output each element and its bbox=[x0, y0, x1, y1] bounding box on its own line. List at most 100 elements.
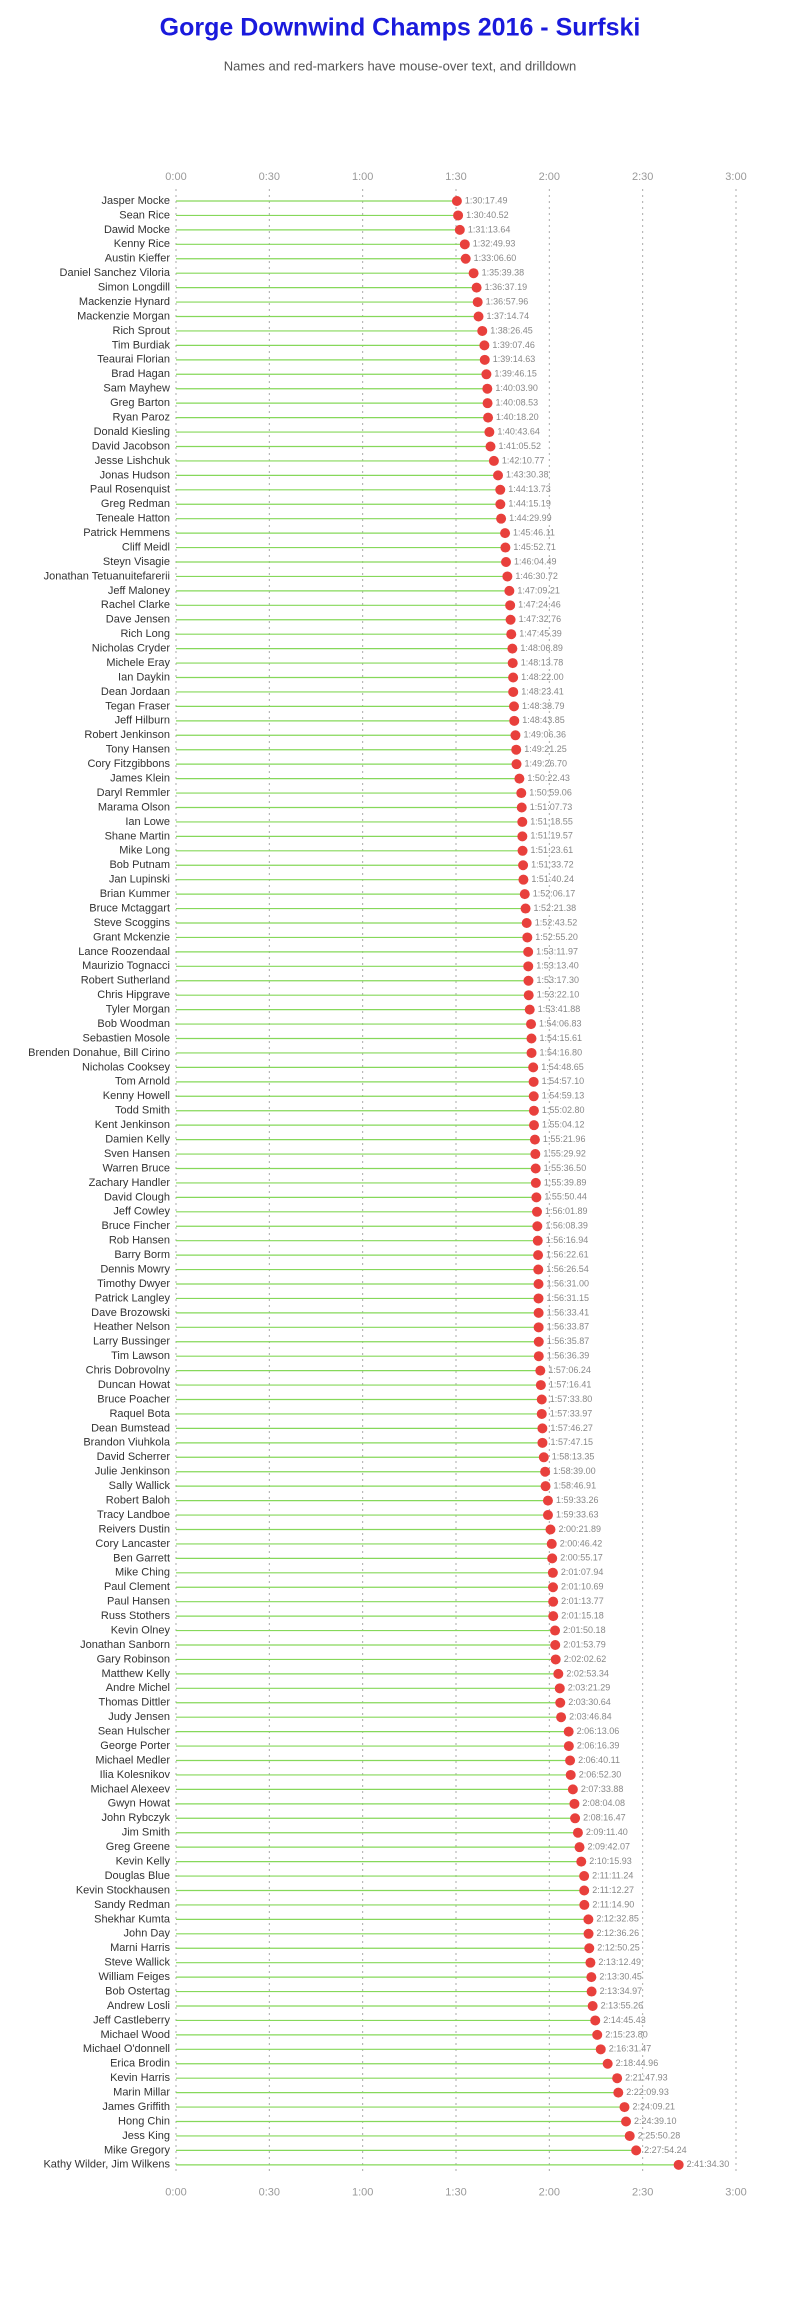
marker bbox=[531, 1192, 542, 1203]
category-label: Jim Smith bbox=[122, 1827, 170, 1839]
value-label: 2:00:46.42 bbox=[560, 1538, 603, 1548]
category-label: Sam Mayhew bbox=[103, 383, 170, 395]
marker bbox=[590, 2015, 601, 2026]
value-label: 2:01:50.18 bbox=[563, 1625, 606, 1635]
marker bbox=[547, 1553, 558, 1564]
category-label: Donald Kiesling bbox=[94, 426, 170, 438]
x-tick-label: 0:30 bbox=[259, 171, 280, 183]
category-label: Robert Baloh bbox=[106, 1495, 170, 1507]
category-label: Brenden Donahue, Bill Cirino bbox=[28, 1047, 170, 1059]
category-label: Teneale Hatton bbox=[96, 513, 170, 525]
marker bbox=[521, 918, 532, 928]
marker bbox=[493, 470, 504, 481]
category-label: Steve Wallick bbox=[104, 1957, 170, 1969]
category-label: Brian Kummer bbox=[100, 888, 171, 900]
category-label: Teaurai Florian bbox=[97, 354, 170, 366]
value-label: 1:52:43.52 bbox=[535, 917, 578, 927]
marker bbox=[507, 643, 518, 654]
marker bbox=[451, 196, 462, 206]
value-label: 1:57:16.41 bbox=[549, 1379, 592, 1389]
value-label: 1:51:33.72 bbox=[531, 860, 574, 870]
category-label: Marni Harris bbox=[110, 1942, 170, 1954]
marker bbox=[523, 975, 534, 986]
value-label: 1:52:21.38 bbox=[534, 903, 577, 913]
value-label: 1:59:33.26 bbox=[556, 1495, 599, 1505]
value-label: 1:59:33.63 bbox=[556, 1509, 599, 1519]
marker bbox=[523, 961, 534, 972]
value-label: 1:57:47.15 bbox=[550, 1437, 593, 1447]
value-label: 1:36:37.19 bbox=[485, 282, 528, 292]
category-label: Grant Mckenzie bbox=[93, 931, 170, 943]
marker bbox=[518, 860, 529, 871]
value-label: 2:08:04.08 bbox=[582, 1798, 625, 1808]
category-label: Ian Daykin bbox=[118, 671, 170, 683]
value-label: 1:48:13.78 bbox=[521, 657, 564, 667]
value-label: 1:54:59.13 bbox=[542, 1091, 585, 1101]
value-label: 1:47:24.46 bbox=[518, 600, 561, 610]
category-label: Greg Greene bbox=[106, 1841, 170, 1853]
category-label: Cory Lancaster bbox=[95, 1538, 170, 1550]
value-label: 1:41:05.52 bbox=[499, 441, 542, 451]
value-label: 2:18:44.96 bbox=[616, 2058, 659, 2068]
category-label: Mike Gregory bbox=[104, 2144, 171, 2156]
category-label: Paul Clement bbox=[104, 1581, 170, 1593]
value-label: 1:49:26.70 bbox=[524, 759, 567, 769]
marker bbox=[528, 1105, 539, 1116]
value-label: 1:33:06.60 bbox=[474, 253, 517, 263]
marker bbox=[516, 788, 527, 799]
category-label: Rob Hansen bbox=[109, 1235, 170, 1247]
marker bbox=[567, 1784, 578, 1795]
marker bbox=[533, 1336, 544, 1347]
x-tick-label: 3:00 bbox=[725, 2187, 746, 2199]
category-label: Sally Wallick bbox=[109, 1480, 171, 1492]
marker bbox=[563, 1741, 574, 1752]
value-label: 2:13:30.45 bbox=[599, 1971, 642, 1981]
value-label: 1:44:15.19 bbox=[508, 499, 551, 509]
category-label: Kenny Rice bbox=[114, 238, 170, 250]
marker bbox=[522, 932, 533, 943]
value-label: 1:35:39.38 bbox=[482, 268, 525, 278]
marker bbox=[579, 1899, 590, 1910]
marker bbox=[529, 1134, 540, 1145]
marker bbox=[613, 2087, 624, 2098]
marker bbox=[517, 845, 528, 856]
category-label: Damien Kelly bbox=[105, 1134, 170, 1146]
category-label: Rich Sprout bbox=[113, 325, 170, 337]
category-label: Michael Alexeev bbox=[91, 1783, 171, 1795]
value-label: 1:44:13.73 bbox=[508, 484, 551, 494]
category-label: Bruce Mctaggart bbox=[89, 902, 170, 914]
category-label: Matthew Kelly bbox=[102, 1668, 171, 1680]
value-label: 2:24:39.10 bbox=[634, 2116, 677, 2126]
category-label: David Jacobson bbox=[92, 440, 170, 452]
marker bbox=[495, 499, 506, 510]
marker bbox=[536, 1394, 547, 1405]
category-label: Heather Nelson bbox=[94, 1321, 170, 1333]
category-label: Tracy Landboe bbox=[97, 1509, 170, 1521]
marker bbox=[536, 1408, 547, 1419]
category-label: Tony Hansen bbox=[106, 744, 170, 756]
category-label: Kevin Harris bbox=[110, 2072, 170, 2084]
marker bbox=[592, 2029, 603, 2040]
marker bbox=[533, 1351, 544, 1362]
marker bbox=[602, 2058, 613, 2069]
category-label: Michele Eray bbox=[106, 657, 170, 669]
marker bbox=[509, 715, 520, 726]
value-label: 1:40:18.20 bbox=[496, 412, 539, 422]
marker bbox=[570, 1813, 581, 1824]
category-label: Kent Jenkinson bbox=[95, 1119, 170, 1131]
category-label: John Rybczyk bbox=[102, 1812, 171, 1824]
marker bbox=[528, 1120, 539, 1131]
marker bbox=[533, 1307, 544, 1318]
category-label: Kenny Howell bbox=[103, 1090, 170, 1102]
category-label: Kevin Stockhausen bbox=[76, 1884, 170, 1896]
category-label: Sven Hansen bbox=[104, 1148, 170, 1160]
value-label: 1:52:55.20 bbox=[535, 932, 578, 942]
value-label: 1:46:30.72 bbox=[515, 571, 558, 581]
value-label: 1:49:21.25 bbox=[524, 744, 567, 754]
value-label: 1:56:35.87 bbox=[547, 1336, 590, 1346]
value-label: 2:41:34.30 bbox=[687, 2159, 730, 2169]
category-label: Michael Medler bbox=[95, 1754, 170, 1766]
category-label: Rachel Clarke bbox=[101, 599, 170, 611]
category-label: Andrew Losli bbox=[107, 2000, 170, 2012]
